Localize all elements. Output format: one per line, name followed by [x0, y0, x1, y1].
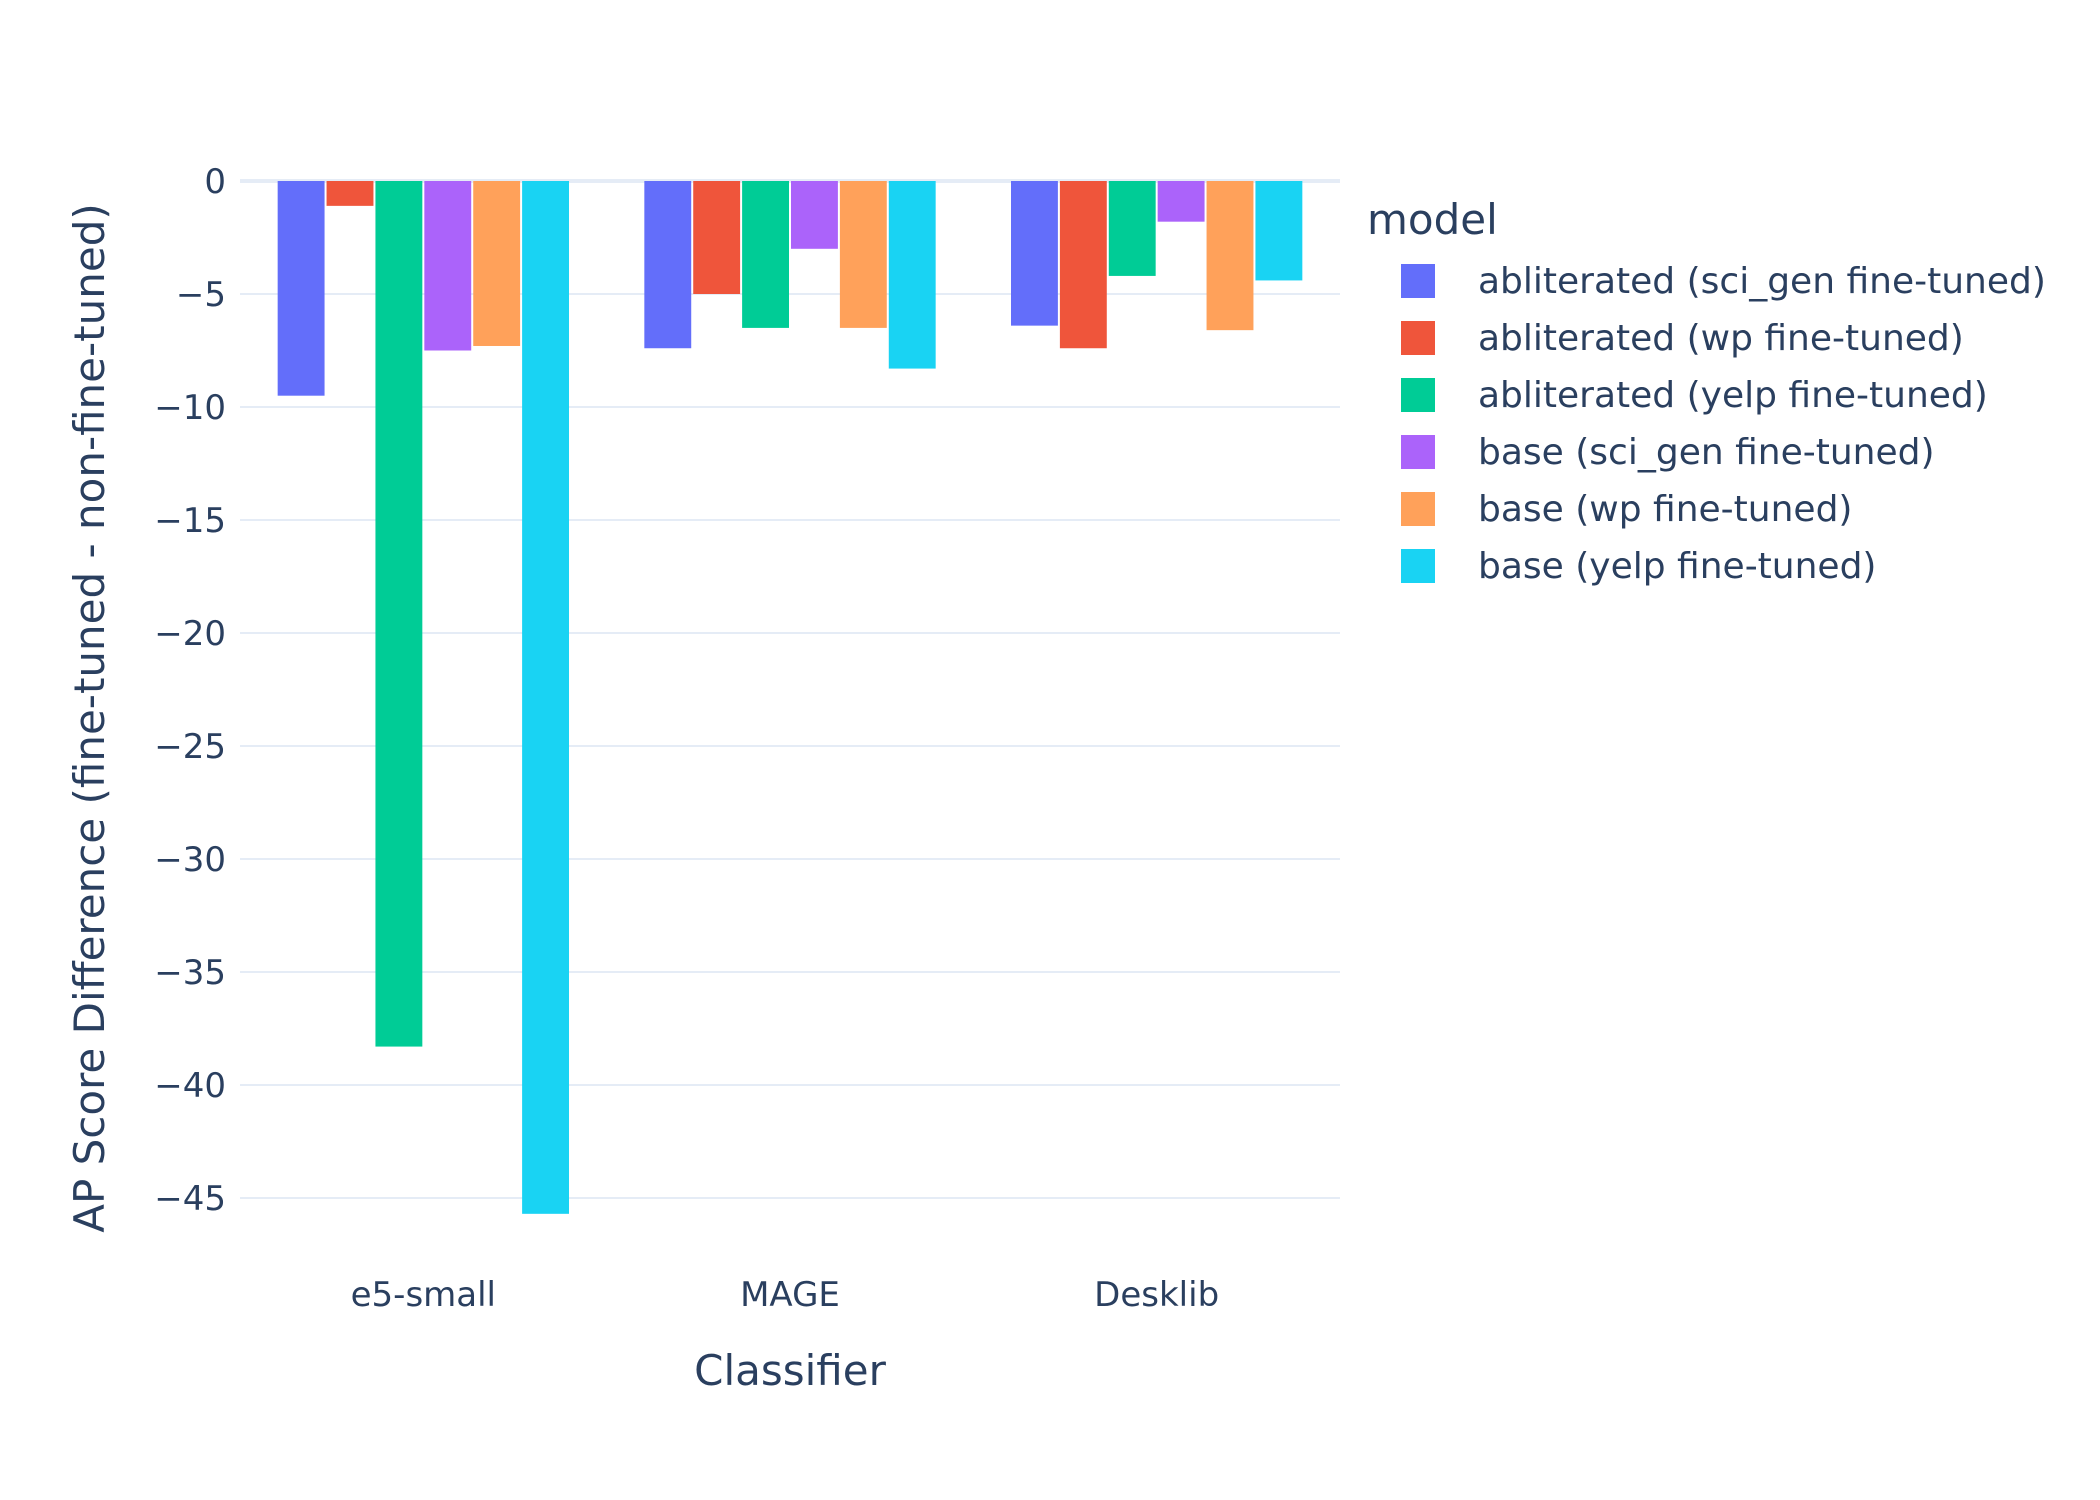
bar[interactable] [1108, 181, 1156, 276]
bars [277, 181, 1303, 1214]
bar[interactable] [522, 181, 569, 1214]
y-tick-labels: 0 −5 −10 −15 −20 −25 −30 −35 −40 −45 [154, 162, 226, 1219]
legend-item[interactable]: abliterated (yelp fine-tuned) [1401, 375, 1988, 416]
y-tick-label: −20 [154, 614, 226, 654]
legend-label: base (sci_gen fine-tuned) [1478, 432, 1935, 473]
y-tick-label: −45 [154, 1179, 226, 1219]
legend-swatch [1401, 378, 1435, 412]
legend-swatch [1401, 264, 1435, 298]
legend-swatch [1401, 321, 1435, 355]
x-tick-labels: e5-small MAGE Desklib [351, 1275, 1220, 1315]
bar[interactable] [473, 181, 521, 346]
bar[interactable] [277, 181, 325, 396]
y-tick-label: −35 [154, 953, 226, 993]
y-tick-label: −40 [154, 1066, 226, 1106]
legend-label: abliterated (sci_gen fine-tuned) [1478, 261, 2046, 302]
x-tick-label: e5-small [351, 1275, 496, 1315]
bar[interactable] [1206, 181, 1254, 331]
legend-title: model [1367, 195, 1498, 244]
legend-swatch [1401, 435, 1435, 469]
legend-item[interactable]: base (wp fine-tuned) [1401, 489, 1852, 530]
legend-item[interactable]: abliterated (wp fine-tuned) [1401, 318, 1964, 359]
y-tick-label: −5 [176, 275, 226, 315]
bar[interactable] [1059, 181, 1107, 349]
bar[interactable] [839, 181, 887, 328]
x-tick-label: MAGE [740, 1275, 840, 1315]
legend-label: base (yelp fine-tuned) [1478, 546, 1876, 587]
bar[interactable] [693, 181, 741, 294]
bar[interactable] [326, 181, 374, 206]
legend-item[interactable]: abliterated (sci_gen fine-tuned) [1401, 261, 2046, 302]
bar[interactable] [742, 181, 789, 328]
legend-label: abliterated (wp fine-tuned) [1478, 318, 1964, 359]
bar[interactable] [644, 181, 692, 349]
x-axis-title: Classifier [694, 1346, 886, 1395]
y-tick-label: −10 [154, 388, 226, 428]
legend-swatch [1401, 492, 1435, 526]
legend: model abliterated (sci_gen fine-tuned) ab… [1367, 195, 2046, 587]
gridlines [240, 179, 1340, 1199]
x-tick-label: Desklib [1094, 1275, 1219, 1315]
y-tick-label: −30 [154, 840, 226, 880]
bar[interactable] [1011, 181, 1058, 326]
legend-swatch [1401, 549, 1435, 583]
legend-label: base (wp fine-tuned) [1478, 489, 1852, 530]
y-tick-label: −25 [154, 727, 226, 767]
bar[interactable] [1255, 181, 1303, 281]
y-axis-title: AP Score Difference (fine-tuned - non-fi… [65, 203, 114, 1233]
legend-item[interactable]: base (sci_gen fine-tuned) [1401, 432, 1935, 473]
legend-item[interactable]: base (yelp fine-tuned) [1401, 546, 1876, 587]
y-tick-label: 0 [204, 162, 226, 202]
bar[interactable] [888, 181, 936, 369]
bar[interactable] [424, 181, 472, 351]
bar[interactable] [1157, 181, 1205, 222]
legend-label: abliterated (yelp fine-tuned) [1478, 375, 1988, 416]
y-tick-label: −15 [154, 501, 226, 541]
bar[interactable] [375, 181, 423, 1047]
bar[interactable] [791, 181, 838, 249]
